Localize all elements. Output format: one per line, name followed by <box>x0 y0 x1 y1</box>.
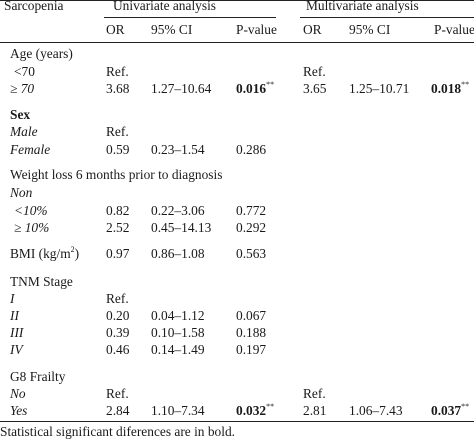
row-label-ge70: ≥ 70 <box>10 81 35 96</box>
cell-ii-u-p: 0.067 <box>236 308 267 323</box>
header-rule <box>0 42 474 43</box>
cell-ge70-m-p: 0.018** <box>431 79 470 97</box>
cell-no-u-or: Ref. <box>106 386 129 401</box>
cell-ge70-u-ci: 1.27–10.64 <box>151 81 212 96</box>
cell-iv-u-ci: 0.14–1.49 <box>151 342 205 357</box>
subheader-p-multivariate: P-value <box>434 22 474 37</box>
row-label-age: Age (years) <box>10 46 73 61</box>
cell-female-u-p: 0.286 <box>236 142 267 157</box>
group-rule-multivariate <box>300 17 474 18</box>
cell-i-u-or: Ref. <box>106 291 129 306</box>
significance-stars: ** <box>461 401 470 411</box>
row-label-ge10: ≥ 10% <box>14 220 50 235</box>
cell-ii-u-ci: 0.04–1.12 <box>151 308 205 323</box>
cell-no-m-or: Ref. <box>303 386 326 401</box>
cell-female-u-or: 0.59 <box>106 142 130 157</box>
cell-yes-u-p: 0.032** <box>236 401 275 419</box>
cell-iii-u-p: 0.188 <box>236 325 267 340</box>
cell-bmi-u-ci: 0.86–1.08 <box>151 246 205 261</box>
cell-ge70-u-p: 0.016** <box>236 79 275 97</box>
cell-lt10-u-p: 0.772 <box>236 203 267 218</box>
p-value-bold: 0.016 <box>236 81 267 96</box>
row-label-i: I <box>10 291 15 306</box>
cell-ge10-u-p: 0.292 <box>236 220 267 235</box>
cell-bmi-u-p: 0.563 <box>236 246 267 261</box>
row-label-lt10: <10% <box>14 203 48 218</box>
bmi-label-exponent: 2 <box>70 244 75 254</box>
cell-iii-u-or: 0.39 <box>106 325 130 340</box>
cell-lt70-m-or: Ref. <box>303 64 326 79</box>
cell-yes-m-or: 2.81 <box>303 403 327 418</box>
cell-ge10-u-ci: 0.45–14.13 <box>151 220 212 235</box>
header-sarcopenia: Sarcopenia <box>4 0 64 13</box>
header-multivariate: Multivariate analysis <box>306 0 419 13</box>
cell-iii-u-ci: 0.10–1.58 <box>151 325 205 340</box>
subheader-or-univariate: OR <box>106 22 125 37</box>
header-univariate: Univariate analysis <box>113 0 216 13</box>
row-label-ii: II <box>10 308 19 323</box>
row-label-weight-loss: Weight loss 6 months prior to diagnosis <box>10 167 223 182</box>
cell-ge70-m-or: 3.65 <box>303 81 327 96</box>
subheader-ci-multivariate: 95% CI <box>349 22 391 37</box>
row-label-iii: III <box>10 325 24 340</box>
cell-yes-u-or: 2.84 <box>106 403 130 418</box>
row-label-non: Non <box>10 185 33 200</box>
table-footnote: Statistical significant diferences are i… <box>0 424 236 439</box>
row-label-g8: G8 Frailty <box>10 369 66 384</box>
significance-stars: ** <box>266 401 275 411</box>
cell-male-u-or: Ref. <box>106 124 129 139</box>
row-label-lt70: <70 <box>14 64 35 79</box>
p-value-bold: 0.037 <box>431 403 462 418</box>
row-label-yes: Yes <box>10 403 28 418</box>
p-value-bold: 0.032 <box>236 403 267 418</box>
significance-stars: ** <box>266 79 275 89</box>
cell-iv-u-p: 0.197 <box>236 342 267 357</box>
cell-iv-u-or: 0.46 <box>106 342 130 357</box>
cell-ii-u-or: 0.20 <box>106 308 130 323</box>
row-label-tnm: TNM Stage <box>10 274 73 289</box>
top-rule <box>0 0 474 1</box>
cell-lt70-u-or: Ref. <box>106 64 129 79</box>
group-rule-univariate <box>104 17 276 18</box>
cell-ge70-u-or: 3.68 <box>106 81 130 96</box>
cell-ge10-u-or: 2.52 <box>106 220 130 235</box>
row-label-iv: IV <box>10 342 23 357</box>
row-label-female: Female <box>10 142 51 157</box>
cell-bmi-u-or: 0.97 <box>106 246 130 261</box>
subheader-ci-univariate: 95% CI <box>151 22 193 37</box>
bmi-label-text: BMI (kg/m <box>10 246 71 261</box>
significance-stars: ** <box>461 79 470 89</box>
row-label-bmi: BMI (kg/m2) <box>10 244 80 262</box>
cell-lt10-u-or: 0.82 <box>106 203 130 218</box>
subheader-p-univariate: P-value <box>236 22 277 37</box>
cell-ge70-m-ci: 1.25–10.71 <box>349 81 410 96</box>
row-label-male: Male <box>10 124 38 139</box>
cell-yes-m-ci: 1.06–7.43 <box>349 403 403 418</box>
row-label-no: No <box>10 386 26 401</box>
cell-female-u-ci: 0.23–1.54 <box>151 142 205 157</box>
cell-yes-m-p: 0.037** <box>431 401 470 419</box>
p-value-bold: 0.018 <box>431 81 462 96</box>
row-label-sex: Sex <box>10 107 31 122</box>
bottom-rule <box>0 421 474 422</box>
subheader-or-multivariate: OR <box>303 22 322 37</box>
cell-yes-u-ci: 1.10–7.34 <box>151 403 205 418</box>
cell-lt10-u-ci: 0.22–3.06 <box>151 203 205 218</box>
bmi-label-close: ) <box>74 246 80 261</box>
